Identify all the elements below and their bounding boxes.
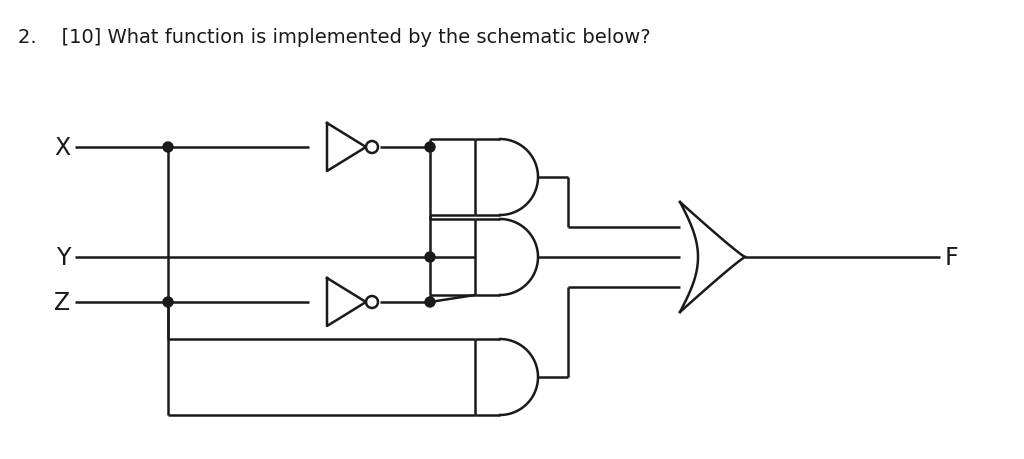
Circle shape [163, 143, 173, 153]
Text: Y: Y [55, 246, 70, 269]
Circle shape [163, 297, 173, 308]
Circle shape [425, 297, 435, 308]
Circle shape [425, 143, 435, 153]
Text: F: F [945, 246, 958, 269]
Text: X: X [54, 136, 70, 160]
Text: Z: Z [54, 291, 70, 314]
Text: 2.    [10] What function is implemented by the schematic below?: 2. [10] What function is implemented by … [18, 28, 650, 47]
Circle shape [425, 252, 435, 263]
Circle shape [366, 297, 378, 308]
Circle shape [366, 142, 378, 154]
